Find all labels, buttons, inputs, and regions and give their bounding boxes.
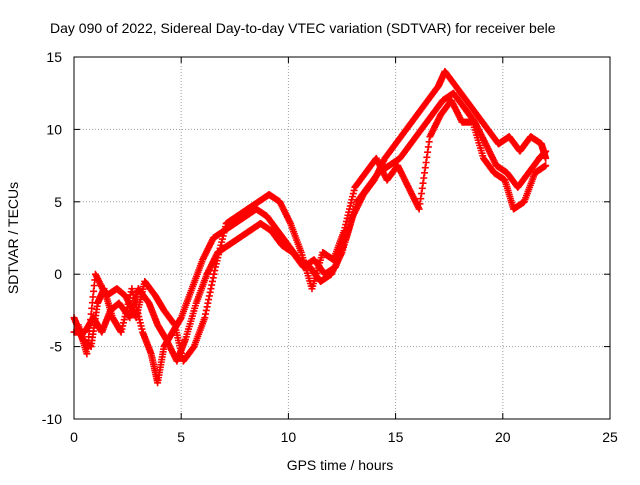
y-tick-label: 0 bbox=[54, 266, 62, 282]
series-layer bbox=[70, 67, 550, 387]
x-tick-label: 10 bbox=[281, 429, 297, 445]
y-tick-label: 5 bbox=[54, 194, 62, 210]
y-tick-label: -5 bbox=[50, 339, 63, 355]
x-tick-label: 0 bbox=[70, 429, 78, 445]
data-point-marker bbox=[542, 162, 550, 170]
x-axis-label: GPS time / hours bbox=[287, 457, 394, 473]
x-tick-label: 15 bbox=[388, 429, 404, 445]
x-tick-label: 5 bbox=[177, 429, 185, 445]
grid-layer bbox=[74, 57, 610, 419]
tick-layer: 0 5 10 15 20 25 -10 -5 0 5 10 15 bbox=[42, 49, 618, 445]
chart-title: Day 090 of 2022, Sidereal Day-to-day VTE… bbox=[50, 20, 556, 36]
series-track-a bbox=[70, 67, 550, 387]
data-point-marker bbox=[542, 147, 550, 155]
series-track-b bbox=[70, 89, 550, 365]
y-axis-label: SDTVAR / TECUs bbox=[5, 182, 21, 294]
series-track-c bbox=[74, 96, 550, 365]
x-tick-label: 20 bbox=[495, 429, 511, 445]
data-point-marker bbox=[542, 154, 550, 162]
y-tick-label: 15 bbox=[46, 49, 62, 65]
y-tick-label: 10 bbox=[46, 121, 62, 137]
x-tick-label: 25 bbox=[602, 429, 618, 445]
plot-frame bbox=[73, 56, 611, 420]
y-tick-label: -10 bbox=[42, 411, 62, 427]
